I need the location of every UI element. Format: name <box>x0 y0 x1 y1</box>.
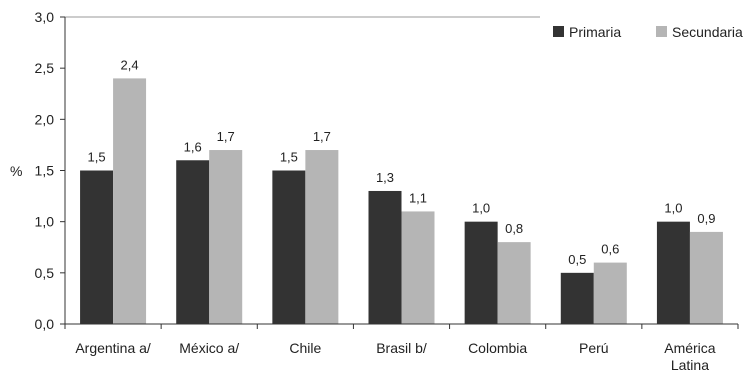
legend-label-primaria: Primaria <box>569 24 621 40</box>
y-tick-label: 0,0 <box>35 316 55 332</box>
x-category-label: México a/ <box>179 340 239 356</box>
bar-secundaria <box>401 211 435 324</box>
y-tick-label: 1,5 <box>35 163 55 179</box>
y-tick-label: 2,5 <box>35 60 55 76</box>
data-label: 1,5 <box>280 150 298 165</box>
data-label: 0,9 <box>697 211 715 226</box>
bars-group: 1,5 1,6 1,5 1,3 1,0 0,5 1,0 2,4 1,7 1,7 1,1 0,8 0,6 0… <box>80 57 723 325</box>
y-tick-label: 3,0 <box>35 9 55 25</box>
data-label: 1,7 <box>217 129 235 144</box>
x-category-label: Brasil b/ <box>376 340 427 356</box>
legend-swatch-primaria <box>553 26 564 37</box>
bar-primaria <box>368 190 402 324</box>
data-label: 1,1 <box>409 190 427 205</box>
x-category-label: Colombia <box>468 340 527 356</box>
data-label: 1,0 <box>664 201 682 216</box>
data-label: 1,7 <box>313 129 331 144</box>
x-category-label: Argentina a/ <box>75 340 151 356</box>
bar-primaria <box>176 160 210 324</box>
bar-secundaria <box>209 150 243 324</box>
bar-primaria <box>80 170 114 324</box>
bar-primaria <box>560 272 594 324</box>
data-label: 0,8 <box>505 221 523 236</box>
bar-secundaria <box>593 262 627 324</box>
x-category-label: Chile <box>289 340 321 356</box>
x-category-label: América Latina <box>664 340 716 373</box>
y-tick-label: 0,5 <box>35 265 55 281</box>
data-label: 1,5 <box>88 150 106 165</box>
bar-secundaria <box>305 150 339 324</box>
data-label: 1,0 <box>472 201 490 216</box>
bar-primaria <box>656 221 690 324</box>
bar-primaria <box>464 221 498 324</box>
y-tick-label: 2,0 <box>35 111 55 127</box>
legend-swatch-secundaria <box>656 26 667 37</box>
y-axis-label: % <box>10 163 22 179</box>
axes-group: 0,0 0,5 1,0 1,5 2,0 2,5 3,0 Argentina a/México … <box>35 9 739 373</box>
bar-primaria <box>272 170 306 324</box>
data-label: 0,6 <box>601 242 619 257</box>
bar-secundaria <box>497 242 531 324</box>
data-label: 2,4 <box>121 57 139 72</box>
bar-secundaria <box>689 231 723 324</box>
legend: Primaria Secundaria <box>553 24 743 40</box>
data-label: 0,5 <box>568 252 586 267</box>
legend-label-secundaria: Secundaria <box>672 24 743 40</box>
data-label: 1,6 <box>184 139 202 154</box>
y-tick-label: 1,0 <box>35 214 55 230</box>
data-label: 1,3 <box>376 170 394 185</box>
x-category-label: Perú <box>579 340 609 356</box>
bar-secundaria <box>113 78 147 325</box>
